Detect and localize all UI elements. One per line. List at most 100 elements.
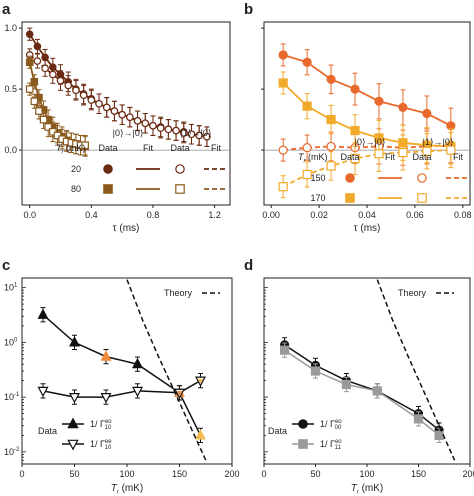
panel-b-legend-row-label: 150 [310, 173, 325, 183]
panel-a-data-point [164, 125, 173, 134]
panel-b-data-point [350, 84, 360, 94]
panel-b-legend-subheader: Fit [453, 152, 463, 162]
panel-a-data-point [102, 103, 111, 112]
panel-b-xtick-label: 0.02 [310, 210, 328, 220]
panel-c-data-point [69, 393, 80, 404]
panel-b-data-point [278, 182, 288, 192]
panel-a-ytick-label: 0.5 [4, 84, 17, 94]
panel-a-data-point [203, 132, 211, 141]
panel-a-data-point [187, 130, 196, 139]
panel-b-legend-header: |0⟩→|0⟩ [355, 137, 386, 147]
panel-a-data-point [25, 30, 34, 39]
panel-a-data-point [126, 113, 134, 121]
panel-a-legend-marker [175, 164, 185, 174]
panel-b-data-point [350, 154, 360, 164]
panel-c-xtick-label: 150 [172, 469, 187, 479]
panel-b-data-point [302, 57, 312, 67]
panel-a-legend-subheader: Data [98, 143, 117, 153]
panel-d-data-point [310, 366, 321, 376]
panel-a-legend-subheader: Fit [211, 143, 221, 153]
panel-b-data-point [374, 96, 384, 106]
panel-d-legend-data-label: Data [268, 426, 287, 436]
panel-a-data-point [39, 115, 48, 124]
panel-a-data-point [79, 91, 88, 100]
panel-b-legend-marker [417, 193, 427, 203]
panel-a-data-point [118, 110, 126, 119]
panel-d-data-point [434, 430, 444, 440]
panel-b-data-point [302, 143, 312, 153]
panel-d-legend-marker [298, 439, 308, 449]
panel-c-data-point [195, 429, 206, 440]
panel-b-legend-subheader: Data [340, 152, 359, 162]
panel-d-legend-marker [298, 419, 308, 429]
panel-a-data-point [149, 121, 157, 130]
panel-c-ytick-label: 101 [4, 283, 18, 293]
panel-d-xtick-label: 100 [359, 469, 374, 479]
panel-c-legend-marker [67, 417, 79, 429]
panel-a-data-point [25, 85, 34, 93]
panel-d-data-point [341, 379, 351, 390]
panel-a-data-point [72, 86, 80, 95]
panel-c-theory-line [126, 279, 207, 461]
panel-b-xtick-label: 0.00 [262, 210, 280, 220]
panel-a-legend-marker [175, 184, 185, 194]
panel-c-data-point [69, 336, 80, 347]
panel-a-data-point [95, 99, 103, 108]
panel-b-xtick-label: 0.06 [406, 210, 424, 220]
panel-a-legend-marker [103, 184, 113, 194]
panel-b-data-point [326, 141, 336, 152]
panel-c-data-point [100, 393, 112, 404]
panel-b-legend-subheader: Fit [385, 152, 395, 162]
panel-c-ytick-label: 10-2 [4, 447, 20, 457]
panel-a-legend-header: |0⟩→|0⟩ [113, 128, 144, 138]
panel-c-data-point [37, 386, 49, 398]
panel-c-data-point [37, 308, 49, 319]
panel-a-data-point [56, 76, 65, 85]
panel-d-data-point [280, 345, 290, 355]
panel-d-legend-theory-label: Theory [398, 288, 427, 298]
panel-a-data-point [133, 117, 142, 125]
panel-b-data-point [374, 149, 384, 159]
panel-b-data-point [326, 161, 336, 171]
panel-a-xtick-label: 1.2 [208, 210, 221, 220]
panel-b-xtick-label: 0.04 [358, 210, 376, 220]
panel-d-xlabel: Tr (mK) [351, 483, 384, 496]
panel-a-data-point [33, 42, 42, 51]
panel-a-legend-subheader: Fit [143, 143, 153, 153]
panel-c-data-point-fill [197, 378, 204, 384]
panel-c-ytick-label: 100 [4, 337, 18, 347]
panel-d-legend-entry: 1/ Γeo 11 [320, 439, 342, 451]
panel-b-data-point [446, 145, 456, 155]
panel-a-legend-tr-label: Tr (mK) [56, 143, 86, 156]
panel-label-c: c [2, 257, 10, 274]
panel-b-data-point [278, 50, 288, 60]
panel-c-xtick-label: 50 [69, 469, 79, 479]
panel-b-data-point [326, 74, 336, 84]
panel-c-data-point [132, 357, 143, 369]
panel-c-xtick-label: 200 [224, 469, 239, 479]
panel-b-data-point [326, 114, 336, 125]
panel-d-legend-entry: 1/ Γeo 00 [320, 419, 342, 431]
panel-a-fit-line [28, 33, 208, 138]
panel-a-xtick-label: 0.4 [85, 210, 98, 220]
panel-a-data-point [110, 107, 119, 115]
panel-d-theory-line [376, 279, 456, 461]
panel-label-a: a [2, 1, 11, 18]
panel-b-data-point [422, 108, 432, 119]
panel-b-legend-row-label: 170 [310, 193, 325, 203]
panel-b-frame [263, 21, 471, 206]
panel-a-ylabel: ⟨Rkk(τ)⟩ [0, 97, 2, 130]
panel-a-data-point [41, 53, 49, 62]
panel-c-data-point [100, 350, 112, 361]
panel-b-xlabel: τ (ms) [354, 223, 381, 234]
panel-a-legend-row-label: 20 [71, 164, 81, 174]
plot-area: 0.0 0.4 0.8 1.2 0.0 0.5 1.0 τ (ms) ⟨Rkk(τ)⟩ |0⟩→|… [0, 21, 474, 496]
panel-c-xlabel: Tr (mK) [111, 483, 144, 496]
panel-a-data-point [87, 96, 96, 104]
panel-a-data-point [172, 126, 180, 135]
panel-a-xtick-label: 0.8 [147, 210, 160, 220]
panel-b-data-point [422, 146, 432, 156]
panel-b-data-point [302, 101, 312, 111]
panel-a-data-point [41, 64, 49, 73]
